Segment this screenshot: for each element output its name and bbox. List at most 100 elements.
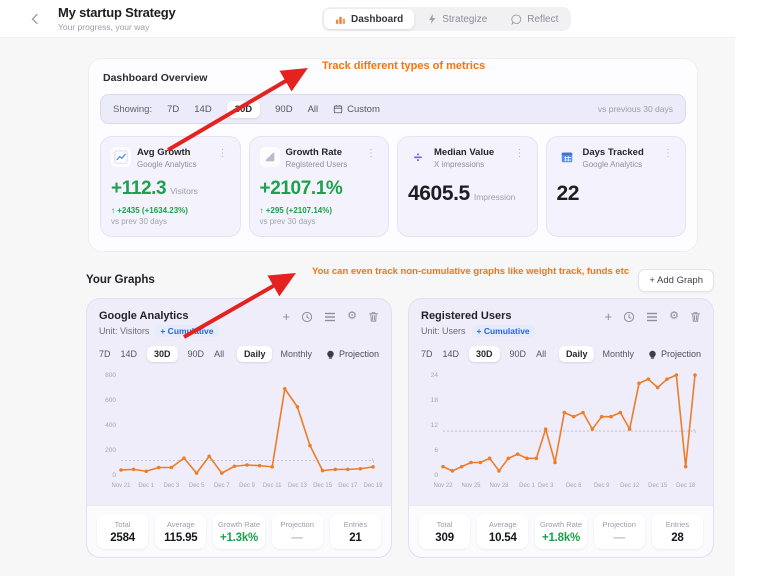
rows-icon[interactable] (324, 312, 336, 322)
svg-text:Dec 3: Dec 3 (164, 483, 180, 489)
rows-icon[interactable] (646, 312, 658, 322)
graph-card-registered-users: Registered Users Unit: Users + Cumulativ… (408, 298, 714, 558)
svg-text:24: 24 (431, 372, 439, 379)
compare-note: vs previous 30 days (597, 104, 673, 114)
graph-range-14d[interactable]: 14D (120, 349, 138, 359)
graph-range-30d[interactable]: 30D (147, 346, 178, 362)
divide-icon: ÷ (413, 148, 423, 166)
graph-cards-row: Google Analytics Unit: Visitors + Cumula… (86, 298, 714, 558)
graph-stats-footer: Total 309 Average 10.54 Growth Rate +1.8… (409, 505, 713, 557)
metric-card-growth-rate: Growth Rate Registered Users ⋮ +2107.1% … (248, 136, 389, 237)
metric-subtitle: Registered Users (285, 160, 348, 169)
graph-range-90d[interactable]: 90D (187, 349, 205, 359)
graph-toolbar: + ⚙ (283, 310, 379, 323)
range-90d[interactable]: 90D (275, 103, 293, 115)
page-title: My startup Strategy (58, 5, 176, 20)
metric-card-days-tracked: Days Tracked Google Analytics ⋮ 22 (545, 136, 686, 237)
svg-text:200: 200 (105, 447, 116, 454)
stat-entries: Entries 21 (329, 514, 382, 549)
more-options-icon[interactable]: ⋮ (663, 148, 673, 159)
svg-text:Nov 22: Nov 22 (433, 483, 453, 489)
svg-text:Dec 19: Dec 19 (363, 483, 383, 489)
bar-chart-icon (335, 16, 346, 24)
projection-toggle[interactable]: Projection (648, 349, 701, 359)
graph-mode-monthly[interactable]: Monthly (602, 349, 634, 359)
metric-value: +2107.1% (259, 178, 343, 199)
svg-text:Dec 3: Dec 3 (538, 483, 554, 489)
graph-card-google-analytics: Google Analytics Unit: Visitors + Cumula… (86, 298, 392, 558)
svg-text:Dec 15: Dec 15 (313, 483, 333, 489)
trash-icon[interactable] (368, 311, 379, 323)
graph-toolbar: + ⚙ (605, 310, 701, 323)
svg-text:Nov 21: Nov 21 (111, 483, 131, 489)
graph-range-7d[interactable]: 7D (421, 349, 433, 359)
gear-icon[interactable]: ⚙ (347, 310, 357, 322)
clock-icon[interactable] (301, 311, 313, 323)
graph-range-90d[interactable]: 90D (509, 349, 527, 359)
metric-cards-row: Avg Growth Google Analytics ⋮ +112.3 Vis… (100, 136, 686, 237)
more-options-icon[interactable]: ⋮ (514, 148, 525, 159)
metric-title: Median Value (434, 147, 495, 158)
stat-average: Average 10.54 (477, 514, 529, 549)
cumulative-badge[interactable]: + Cumulative (155, 325, 219, 337)
graph-range-30d[interactable]: 30D (469, 346, 500, 362)
dashboard-overview-card: Dashboard Overview Showing: 7D 14D 30D 9… (88, 58, 698, 252)
tab-dashboard-label: Dashboard (351, 13, 404, 25)
range-14d[interactable]: 14D (194, 103, 212, 115)
range-custom[interactable]: Custom (333, 104, 380, 115)
cumulative-badge[interactable]: + Cumulative (471, 325, 535, 337)
plus-icon[interactable]: + (604, 309, 613, 324)
triangle-icon (265, 152, 274, 162)
tab-strategize-label: Strategize (442, 13, 488, 25)
metric-value: +112.3 (111, 178, 167, 199)
line-chart-icon (114, 150, 128, 164)
graph-mode-daily[interactable]: Daily (236, 346, 273, 362)
graph-mode-daily[interactable]: Daily (558, 346, 595, 362)
trash-icon[interactable] (690, 311, 701, 323)
line-chart-canvas[interactable]: 0 200 400 600 800 Nov 21 Dec 1 Dec 3 Dec 5 Dec 7 D… (99, 367, 383, 491)
svg-text:6: 6 (434, 447, 438, 454)
more-options-icon[interactable]: ⋮ (217, 148, 228, 159)
graph-range-14d[interactable]: 14D (442, 349, 460, 359)
svg-text:Nov 25: Nov 25 (461, 483, 481, 489)
up-arrow-icon: ↑ (259, 206, 264, 215)
graph-range-all[interactable]: All (214, 349, 225, 359)
stat-average: Average 115.95 (155, 514, 207, 549)
back-button[interactable] (26, 10, 44, 28)
crystal-ball-icon (649, 350, 656, 359)
svg-text:Dec 1: Dec 1 (519, 483, 535, 489)
plus-icon[interactable]: + (282, 309, 291, 324)
svg-text:Dec 5: Dec 5 (189, 483, 205, 489)
custom-label: Custom (347, 103, 380, 115)
tab-dashboard[interactable]: Dashboard (324, 9, 415, 29)
svg-text:18: 18 (431, 397, 439, 404)
lightning-icon (429, 14, 436, 24)
gear-icon[interactable]: ⚙ (669, 310, 679, 322)
svg-text:Dec 1: Dec 1 (138, 483, 154, 489)
svg-text:12: 12 (431, 422, 439, 429)
svg-text:Dec 13: Dec 13 (288, 483, 308, 489)
add-graph-button[interactable]: + Add Graph (638, 268, 714, 292)
svg-text:600: 600 (105, 397, 116, 404)
tab-strategize[interactable]: Strategize (416, 9, 498, 29)
range-all[interactable]: All (307, 103, 319, 115)
overview-title: Dashboard Overview (103, 72, 208, 84)
your-graphs-title: Your Graphs (86, 274, 155, 286)
graph-mode-monthly[interactable]: Monthly (280, 349, 312, 359)
graph-title: Google Analytics (99, 310, 189, 322)
range-7d[interactable]: 7D (167, 103, 180, 115)
clock-icon[interactable] (623, 311, 635, 323)
line-chart-canvas[interactable]: 0 6 12 18 24 Nov 22 Nov 25 Nov 28 Dec 1 Dec 3 Dec … (421, 367, 703, 491)
range-filter-bar: Showing: 7D 14D 30D 90D All Custom vs pr… (100, 94, 686, 124)
tab-reflect[interactable]: Reflect (500, 9, 569, 29)
graph-range-7d[interactable]: 7D (99, 349, 111, 359)
more-options-icon[interactable]: ⋮ (366, 148, 376, 159)
graph-range-all[interactable]: All (536, 349, 547, 359)
metric-title: Days Tracked (582, 147, 644, 158)
range-30d[interactable]: 30D (226, 100, 261, 118)
projection-toggle[interactable]: Projection (326, 349, 379, 359)
metric-value: 4605.5 (408, 182, 470, 205)
calendar-icon (333, 105, 343, 114)
svg-text:800: 800 (105, 372, 116, 379)
metric-footnote: vs prev 30 days (111, 217, 168, 226)
